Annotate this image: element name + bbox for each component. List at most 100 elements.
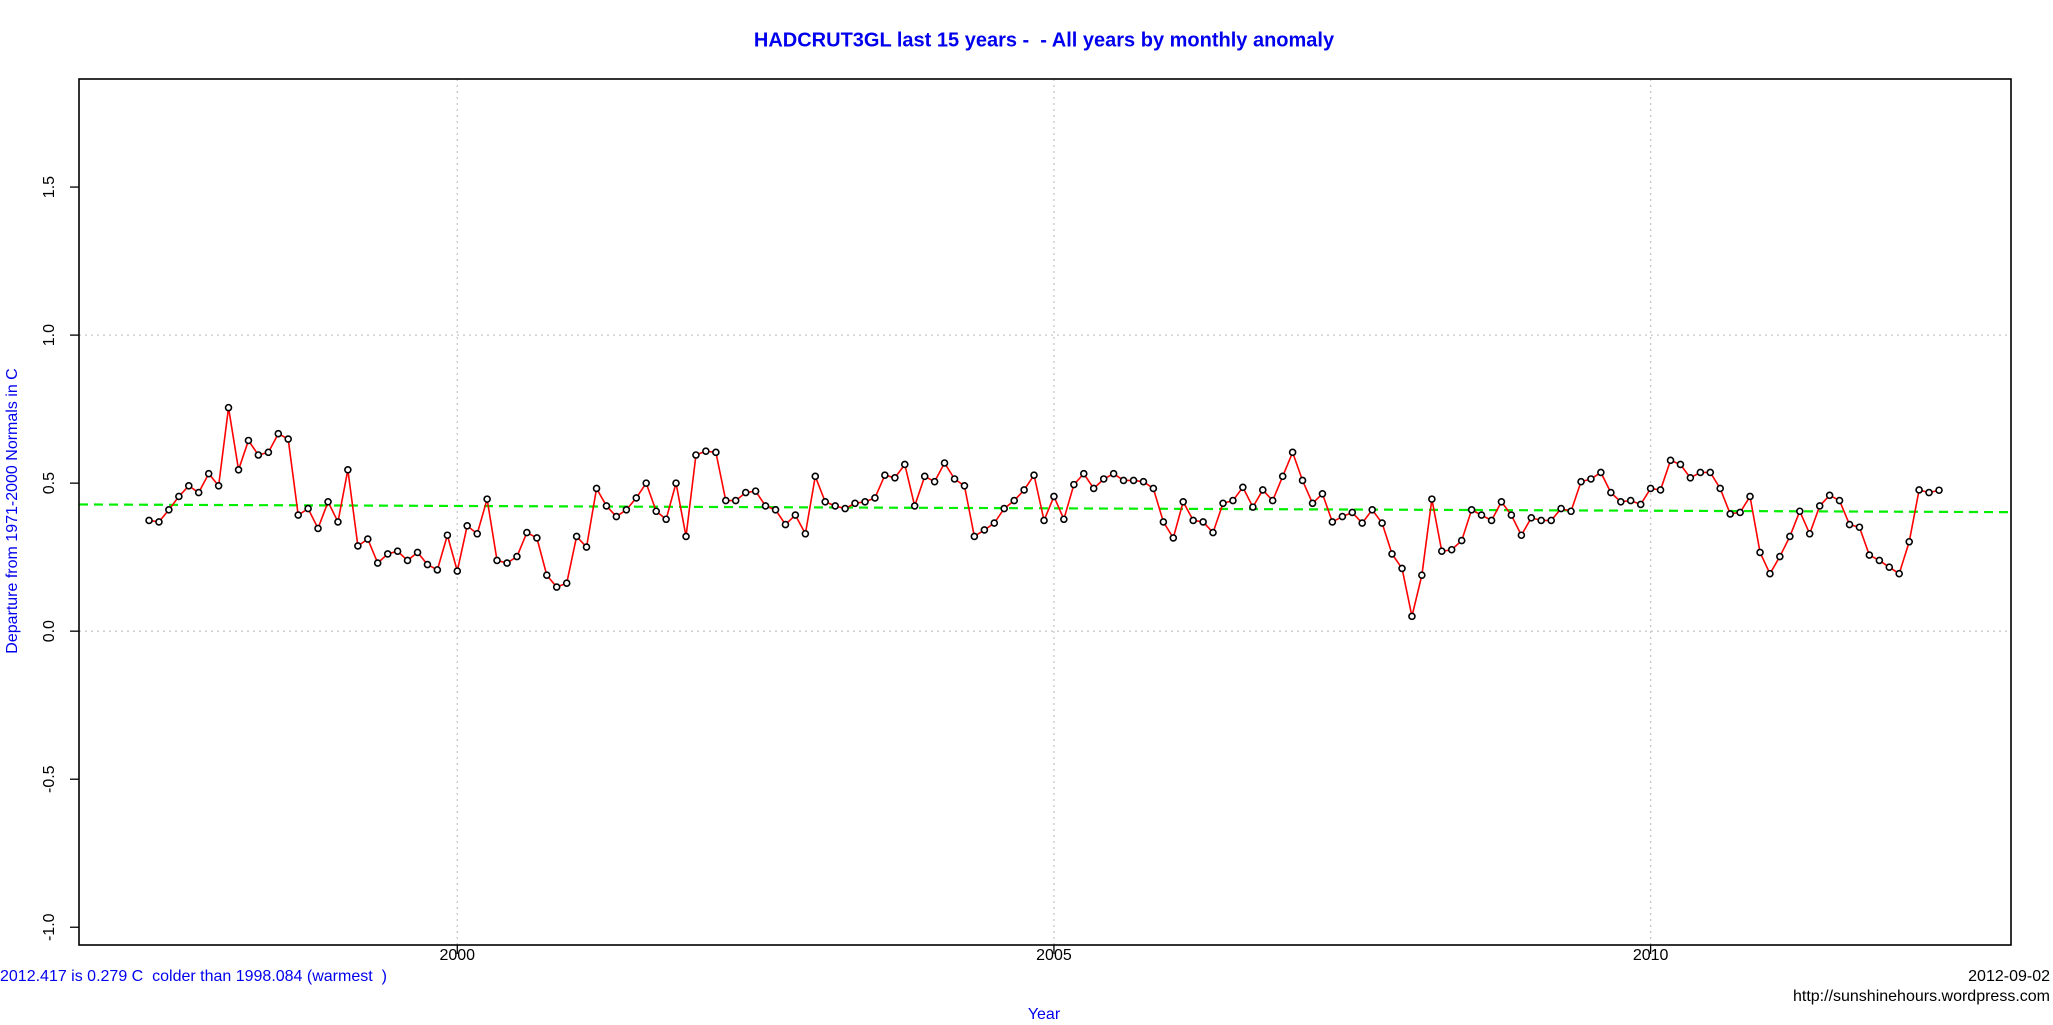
data-point <box>1239 483 1247 492</box>
data-point <box>811 472 820 481</box>
data-point <box>493 556 501 565</box>
plot-frame <box>78 78 2012 946</box>
data-point <box>324 497 332 506</box>
data-point <box>970 532 979 541</box>
data-point <box>194 488 203 497</box>
data-point <box>533 534 541 542</box>
data-point <box>1786 532 1794 541</box>
data-point <box>721 496 730 505</box>
data-point <box>1636 500 1645 509</box>
data-point <box>1388 550 1396 558</box>
data-point <box>1428 495 1436 503</box>
data-point <box>1805 529 1814 538</box>
data-point <box>1209 528 1217 537</box>
y-tick-label: -0.5 <box>41 765 58 793</box>
x-tick-label: 2005 <box>1036 947 1072 964</box>
data-point <box>254 451 263 459</box>
data-point <box>1935 486 1943 495</box>
data-point <box>1010 496 1019 505</box>
y-tick-label: 0.5 <box>41 472 58 494</box>
data-point <box>1070 480 1078 489</box>
data-point <box>1915 486 1923 494</box>
data-point <box>274 429 283 438</box>
y-axis-label: Departure from 1971-2000 Normals in C <box>4 368 21 653</box>
data-point <box>900 460 909 469</box>
data-point <box>652 507 661 516</box>
data-point <box>1099 475 1108 483</box>
data-point <box>791 511 800 519</box>
data-point <box>363 535 372 543</box>
data-point <box>930 477 939 486</box>
data-point <box>165 505 173 514</box>
data-point <box>1089 484 1098 493</box>
data-point <box>1825 491 1834 500</box>
data-point <box>354 542 362 550</box>
data-point <box>1507 511 1516 519</box>
data-point <box>1149 484 1158 493</box>
data-point <box>542 571 551 580</box>
data-point <box>920 472 929 481</box>
data-point <box>781 520 790 529</box>
data-point <box>1219 499 1227 508</box>
data-point <box>1517 531 1526 540</box>
data-point <box>672 479 680 487</box>
data-point <box>155 518 163 526</box>
data-point <box>1050 492 1058 501</box>
data-point <box>1925 488 1933 497</box>
data-point <box>1447 545 1456 554</box>
data-point <box>771 505 780 514</box>
data-point <box>1328 518 1337 526</box>
data-point <box>1030 471 1038 479</box>
data-point <box>861 497 869 506</box>
data-point <box>632 494 641 502</box>
data-point <box>1060 515 1068 524</box>
data-point <box>403 556 412 565</box>
data-point <box>851 499 859 508</box>
data-point <box>582 543 591 551</box>
data-point <box>1249 503 1257 511</box>
data-point <box>1895 569 1903 578</box>
data-point <box>1229 496 1237 505</box>
x-tick-label: 2000 <box>439 947 475 964</box>
data-point <box>1666 456 1675 465</box>
data-point <box>1418 571 1426 580</box>
data-point <box>1776 552 1784 561</box>
data-point <box>1079 469 1088 478</box>
data-point <box>1467 505 1476 514</box>
data-point <box>761 502 770 510</box>
data-point <box>463 521 471 530</box>
data-point <box>1358 519 1366 527</box>
data-point <box>1716 484 1724 493</box>
data-point <box>642 479 650 487</box>
y-tick-label: 0.0 <box>41 620 58 642</box>
data-point <box>871 494 879 502</box>
data-point <box>433 566 442 574</box>
data-point <box>383 550 392 558</box>
data-point <box>423 560 432 569</box>
data-point <box>453 567 462 575</box>
data-point <box>1616 497 1625 506</box>
data-point <box>1179 497 1187 506</box>
data-point <box>224 403 233 412</box>
data-point <box>473 529 482 538</box>
chart-title: HADCRUT3GL last 15 years - - All years b… <box>754 29 1335 51</box>
data-point <box>1268 496 1277 505</box>
data-point <box>1189 516 1198 525</box>
data-point <box>443 531 452 540</box>
data-point <box>1795 507 1804 516</box>
data-point <box>1139 477 1148 486</box>
data-point <box>712 448 720 457</box>
data-point <box>1169 534 1178 542</box>
data-point <box>1855 523 1864 532</box>
data-point <box>1547 516 1556 525</box>
data-point <box>1408 612 1416 621</box>
data-point <box>572 532 581 541</box>
data-point <box>960 481 969 490</box>
data-point <box>831 502 840 510</box>
data-point <box>801 529 810 538</box>
data-point <box>1865 551 1874 559</box>
data-point <box>841 504 849 513</box>
data-point <box>1199 518 1207 526</box>
